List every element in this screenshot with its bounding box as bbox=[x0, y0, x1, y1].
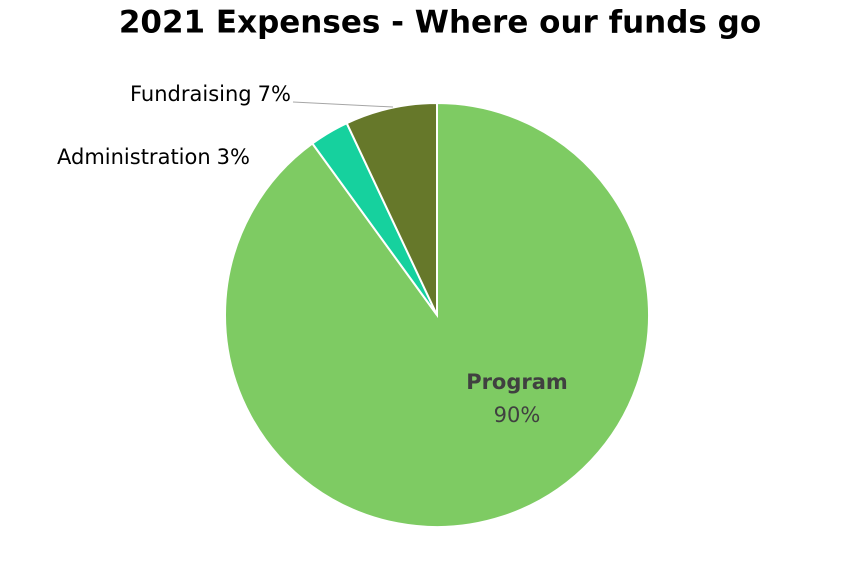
pie-slice bbox=[345, 101, 438, 316]
slice-label: Program bbox=[466, 370, 568, 394]
slice-value-label: 3% bbox=[217, 145, 250, 169]
chart-title: 2021 Expenses - Where our funds go bbox=[119, 5, 761, 41]
slice-value-label: 90% bbox=[494, 403, 541, 427]
slice-label: Fundraising 7% bbox=[130, 82, 291, 106]
slice-category: Fundraising bbox=[130, 82, 252, 106]
pie bbox=[224, 101, 650, 528]
leader-line bbox=[292, 101, 394, 108]
slice-value-label: 7% bbox=[258, 82, 291, 106]
slice-category: Administration bbox=[57, 145, 211, 169]
slice-label: Administration 3% bbox=[57, 145, 250, 169]
